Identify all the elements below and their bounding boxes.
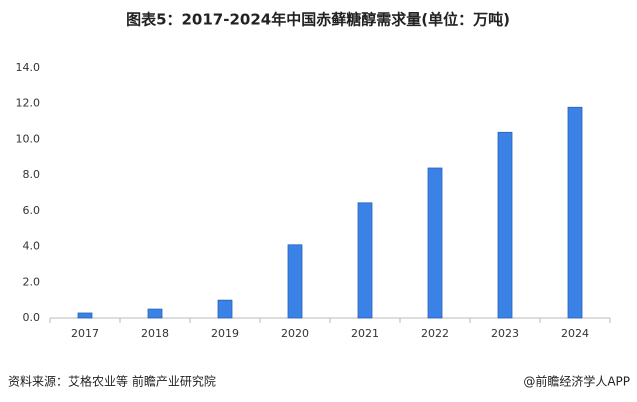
x-tick-label: 2020 [281,327,309,340]
bar [77,312,93,319]
bar [567,106,583,319]
y-tick-label: 4.0 [23,240,41,253]
chart-title: 图表5：2017-2024年中国赤藓糖醇需求量(单位：万吨) [126,11,510,29]
bar [287,244,303,319]
x-tick-label: 2019 [211,327,239,340]
y-tick-label: 10.0 [16,132,41,145]
x-tick-label: 2022 [421,327,449,340]
bar [427,167,443,319]
y-tick-label: 8.0 [23,168,41,181]
x-tick-label: 2024 [561,327,589,340]
y-tick-label: 2.0 [23,275,41,288]
source-note: 资料来源：艾格农业等 前瞻产业研究院 [8,374,216,389]
y-tick-label: 6.0 [23,204,41,217]
y-tick-label: 14.0 [16,61,41,74]
x-tick-label: 2023 [491,327,519,340]
y-tick-label: 12.0 [16,97,41,110]
bar [147,308,163,319]
y-tick-label: 0.0 [23,311,41,324]
bar [217,299,233,319]
x-tick-label: 2021 [351,327,379,340]
x-tick-label: 2017 [71,327,99,340]
x-tick-label: 2018 [141,327,169,340]
bar [357,202,373,319]
bar [497,131,513,319]
credit: @前瞻经济学人APP [523,374,630,389]
